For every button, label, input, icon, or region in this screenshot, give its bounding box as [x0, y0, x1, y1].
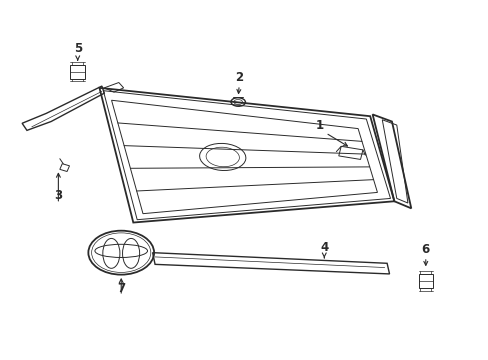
Text: 6: 6: [421, 243, 429, 256]
Text: 7: 7: [117, 282, 125, 294]
Text: 1: 1: [315, 118, 323, 131]
Text: 2: 2: [235, 71, 243, 84]
Text: 4: 4: [320, 241, 328, 254]
Text: 5: 5: [73, 42, 81, 55]
Text: 3: 3: [54, 189, 62, 202]
